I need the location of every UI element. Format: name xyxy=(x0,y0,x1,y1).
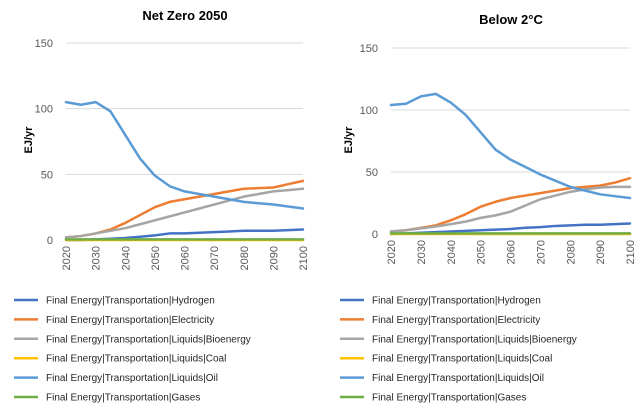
y-tick-label: 150 xyxy=(35,38,53,50)
y-tick-label: 150 xyxy=(360,43,378,55)
series-line-5 xyxy=(64,100,305,210)
chart-title: Net Zero 2050 xyxy=(142,8,227,23)
y-axis-label: EJ/yr xyxy=(343,126,355,154)
series-line-3 xyxy=(389,185,632,233)
x-tick-label: 2020 xyxy=(386,240,398,264)
y-tick-label: 100 xyxy=(35,104,53,116)
x-tick-label: 2080 xyxy=(239,246,251,270)
x-tick-label: 2050 xyxy=(150,246,162,270)
legend-entry: Final Energy|Transportation|Electricity xyxy=(46,315,214,326)
legend-entry: Final Energy|Transportation|Liquids|Bioe… xyxy=(372,334,577,345)
legend-entry: Final Energy|Transportation|Hydrogen xyxy=(372,296,541,307)
legend-entry: Final Energy|Transportation|Electricity xyxy=(372,315,540,326)
series-line-3 xyxy=(64,187,305,239)
x-tick-label: 2100 xyxy=(625,240,637,264)
y-tick-label: 50 xyxy=(366,167,378,179)
legend-entry: Final Energy|Transportation|Gases xyxy=(46,393,200,404)
series-line-5 xyxy=(389,92,632,200)
x-tick-label: 2020 xyxy=(61,246,73,270)
x-tick-label: 2050 xyxy=(476,240,488,264)
legend: Final Energy|Transportation|Hydrogen Fina… xyxy=(14,296,251,404)
x-tick-label: 2090 xyxy=(268,246,280,270)
x-tick-label: 2040 xyxy=(446,240,458,264)
chart-panel-2: Below 2°C 0 50 100 150 2020 2030 2040 2050 2060 20… xyxy=(340,12,637,404)
y-tick-label: 50 xyxy=(41,169,53,181)
y-tick-label: 0 xyxy=(47,235,53,247)
x-tick-label: 2060 xyxy=(506,240,518,264)
legend-entry: Final Energy|Transportation|Liquids|Bioe… xyxy=(46,334,251,345)
x-tick-label: 2070 xyxy=(535,240,547,264)
y-tick-label: 0 xyxy=(372,229,378,241)
y-axis-label: EJ/yr xyxy=(23,126,35,154)
y-tick-label: 100 xyxy=(360,105,378,117)
legend: Final Energy|Transportation|Hydrogen Fina… xyxy=(340,296,577,404)
legend-entry: Final Energy|Transportation|Gases xyxy=(372,393,526,404)
x-tick-label: 2030 xyxy=(91,246,103,270)
x-tick-label: 2090 xyxy=(595,240,607,264)
x-tick-label: 2060 xyxy=(180,246,192,270)
x-tick-label: 2100 xyxy=(298,246,310,270)
x-tick-label: 2080 xyxy=(565,240,577,264)
x-tick-label: 2070 xyxy=(209,246,221,270)
legend-entry: Final Energy|Transportation|Hydrogen xyxy=(46,296,215,307)
legend-entry: Final Energy|Transportation|Liquids|Oil xyxy=(372,373,544,384)
legend-entry: Final Energy|Transportation|Liquids|Coal xyxy=(46,354,226,365)
legend-entry: Final Energy|Transportation|Liquids|Coal xyxy=(372,354,552,365)
x-tick-label: 2040 xyxy=(120,246,132,270)
x-tick-label: 2030 xyxy=(416,240,428,264)
chart-title: Below 2°C xyxy=(479,12,543,27)
legend-entry: Final Energy|Transportation|Liquids|Oil xyxy=(46,373,218,384)
series-line-2 xyxy=(64,179,305,239)
chart-panel-1: Net Zero 2050 0 50 100 150 2020 2030 2040 2050 20… xyxy=(14,8,310,404)
